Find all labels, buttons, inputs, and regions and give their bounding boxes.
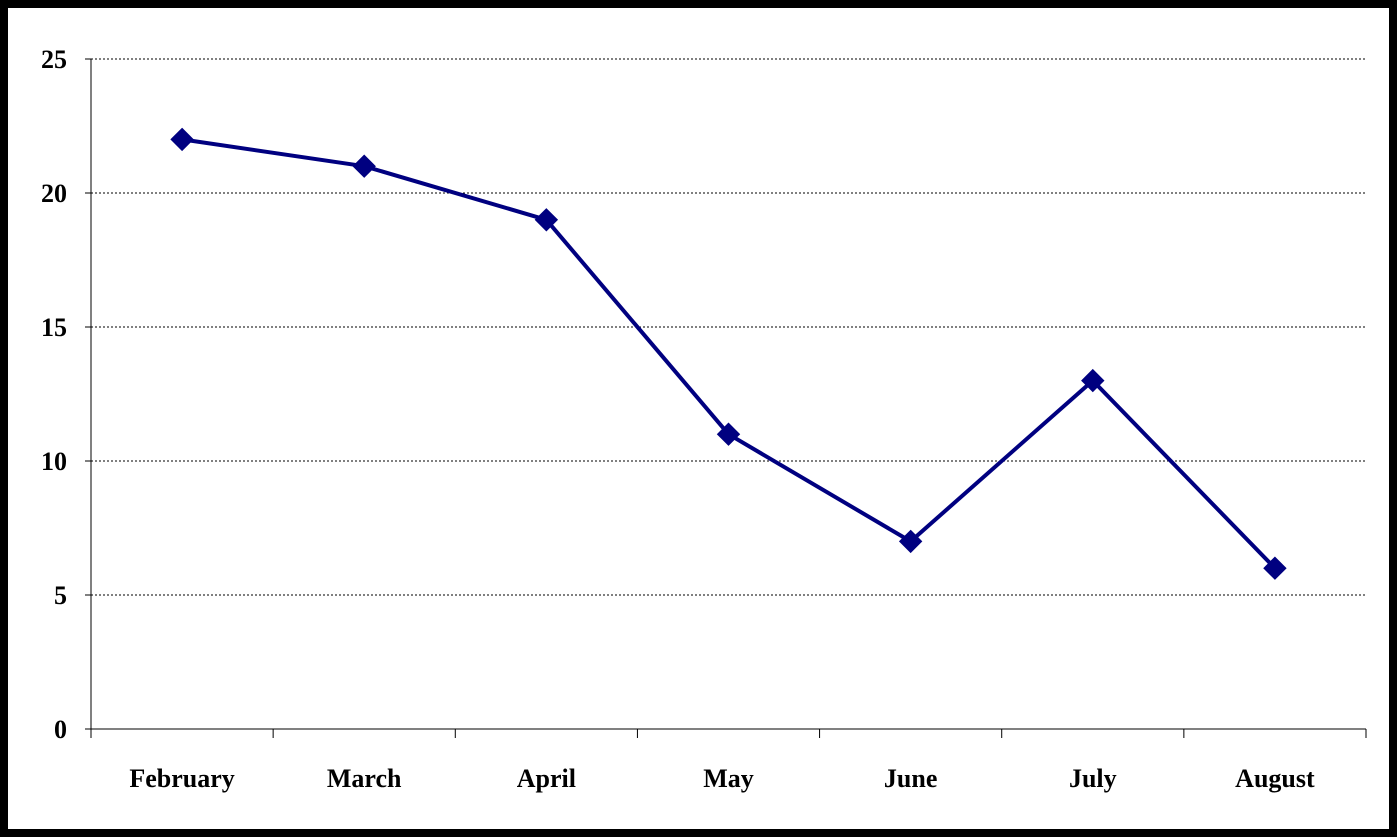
x-tick-label-july: July bbox=[1069, 764, 1117, 793]
x-tick-label-june: June bbox=[884, 764, 937, 793]
gridlines bbox=[91, 58, 1366, 596]
x-tick-label-august: August bbox=[1235, 764, 1315, 793]
y-tick-label-15: 15 bbox=[41, 313, 67, 342]
y-tick-label-20: 20 bbox=[41, 179, 67, 208]
data-point-february bbox=[170, 127, 194, 152]
y-axis-ticks: 0 5 10 15 20 25 bbox=[41, 45, 91, 744]
y-tick-label-10: 10 bbox=[41, 447, 67, 476]
x-axis-ticks: February March April May June July August bbox=[90, 729, 1367, 793]
y-tick-label-0: 0 bbox=[54, 715, 67, 744]
x-tick-label-february: February bbox=[129, 764, 234, 793]
data-point-june bbox=[898, 529, 923, 554]
data-point-may bbox=[716, 422, 741, 446]
axes bbox=[90, 59, 1366, 730]
series-layer bbox=[170, 127, 1287, 580]
series-line-0 bbox=[181, 137, 1277, 570]
data-point-august bbox=[1263, 556, 1287, 580]
y-tick-label-5: 5 bbox=[54, 581, 67, 610]
y-tick-label-25: 25 bbox=[41, 45, 67, 74]
data-point-april bbox=[534, 208, 559, 232]
data-point-july bbox=[1081, 368, 1105, 393]
x-tick-label-april: April bbox=[517, 764, 576, 793]
chart-frame bbox=[8, 8, 1389, 829]
x-tick-label-may: May bbox=[703, 764, 754, 793]
data-point-march bbox=[352, 154, 376, 178]
x-tick-label-march: March bbox=[327, 764, 402, 793]
